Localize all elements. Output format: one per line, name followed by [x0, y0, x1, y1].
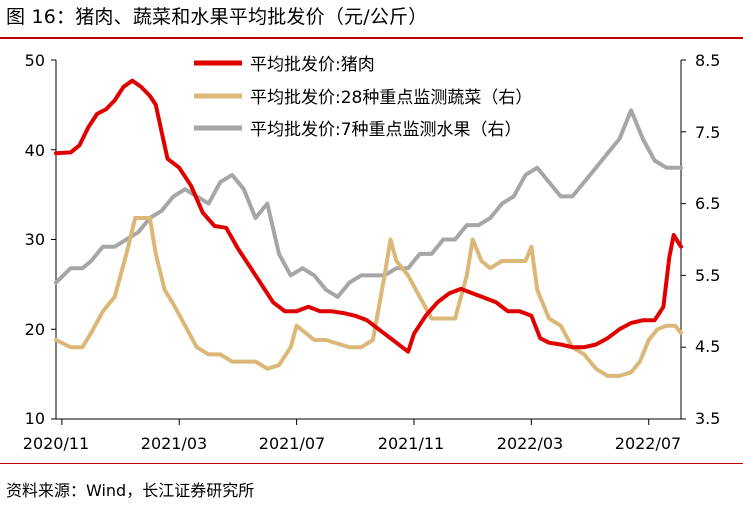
legend-label-pork: 平均批发价:猪肉 [250, 55, 375, 75]
y-left-tick-label: 20 [25, 320, 45, 339]
y-right-tick-label: 8.5 [695, 51, 720, 70]
line-chart: 10 20 30 40 50 3.5 4.5 5.5 6.5 7.5 8.5 2… [22, 46, 721, 453]
source-rule [0, 463, 743, 464]
series-fruit-line [54, 108, 683, 299]
series-layer [54, 78, 683, 378]
y-right-tick-label: 3.5 [695, 409, 720, 428]
x-tick-label: 2021/11 [378, 434, 444, 453]
y-left-tick-label: 10 [25, 409, 45, 428]
y-right-tick-label: 5.5 [695, 266, 720, 285]
legend: 平均批发价:猪肉 平均批发价:28种重点监测蔬菜（右） 平均批发价:7种重点监测… [186, 46, 566, 144]
legend-background [186, 46, 566, 144]
title-rule [0, 37, 743, 39]
x-tick-label: 2022/07 [615, 434, 681, 453]
x-tick-label: 2021/03 [141, 434, 207, 453]
x-tick-label: 2021/07 [259, 434, 325, 453]
y-left-tick-label: 30 [25, 230, 45, 249]
axis-labels: 10 20 30 40 50 3.5 4.5 5.5 6.5 7.5 8.5 2… [23, 51, 721, 453]
y-right-tick-label: 4.5 [695, 337, 720, 356]
y-left-tick-label: 40 [25, 141, 45, 160]
plot-frame [51, 59, 686, 425]
y-right-tick-label: 6.5 [695, 194, 720, 213]
x-tick-label: 2022/03 [497, 434, 563, 453]
legend-label-fruit: 平均批发价:7种重点监测水果（右） [250, 120, 522, 140]
legend-label-vegetable: 平均批发价:28种重点监测蔬菜（右） [250, 88, 532, 108]
y-right-tick-label: 7.5 [695, 123, 720, 142]
series-pork-line [54, 78, 683, 354]
x-tick-label: 2020/11 [23, 434, 89, 453]
source-note: 资料来源：Wind，长江证券研究所 [6, 481, 255, 500]
y-left-tick-label: 50 [25, 51, 45, 70]
series-vegetable-line [54, 216, 683, 378]
figure-title: 图 16：猪肉、蔬菜和水果平均批发价（元/公斤） [6, 6, 428, 28]
